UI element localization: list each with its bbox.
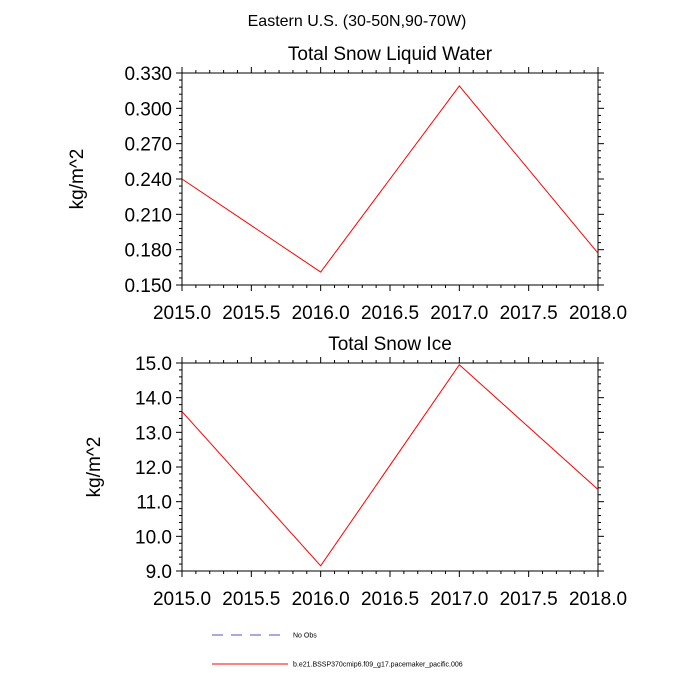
x-tick-label: 2017.0 [430, 589, 488, 610]
x-tick-label: 2016.5 [361, 303, 419, 324]
legend-item: b.e21.BSSP370cmip6.f09_g17.pacemaker_pac… [212, 662, 463, 669]
x-tick-label: 2016.0 [292, 589, 350, 610]
plot-frame [181, 362, 599, 572]
y-tick-label: 14.0 [135, 389, 172, 410]
x-tick-label: 2015.5 [222, 303, 280, 324]
figure-title: Eastern U.S. (30-50N,90-70W) [248, 13, 467, 30]
x-tick-label: 2017.5 [500, 303, 558, 324]
y-tick-label: 0.210 [124, 205, 172, 226]
y-axis-label: kg/m^2 [84, 437, 105, 498]
y-tick-label: 0.330 [124, 64, 172, 85]
chart-panel-2: Total Snow Ice 2015.0 2015.5 2016.0 2016.5 20… [84, 334, 627, 610]
y-tick-label: 0.150 [124, 276, 172, 297]
y-tick-label: 9.0 [146, 562, 172, 583]
y-tick-label: 0.240 [124, 170, 172, 191]
panel-title: Total Snow Ice [328, 334, 452, 355]
legend-label: b.e21.BSSP370cmip6.f09_g17.pacemaker_pac… [293, 662, 463, 669]
y-tick-label: 12.0 [135, 458, 172, 479]
y-tick-label: 15.0 [135, 354, 172, 375]
panels: Total Snow Liquid Water 2015.0 2015.5 2016.… [67, 44, 627, 610]
chart-panel-1: Total Snow Liquid Water 2015.0 2015.5 2016.… [67, 44, 627, 324]
legend-label: No Obs [293, 633, 317, 640]
x-tick-label: 2015.5 [222, 589, 280, 610]
y-tick-label: 11.0 [136, 493, 172, 514]
y-tick-label: 0.180 [124, 241, 172, 262]
y-tick-label: 10.0 [135, 527, 172, 548]
x-tick-label: 2015.0 [153, 589, 211, 610]
series-line [181, 85, 599, 273]
x-tick-label: 2017.0 [430, 303, 488, 324]
x-tick-label: 2018.0 [569, 303, 627, 324]
x-tick-label: 2016.0 [292, 303, 350, 324]
x-tick-label: 2018.0 [569, 589, 627, 610]
y-axis-label: kg/m^2 [67, 149, 88, 210]
legend-item: No Obs [212, 633, 317, 640]
legend: No Obs b.e21.BSSP370cmip6.f09_g17.pacemak… [212, 633, 463, 669]
series-line [181, 363, 599, 567]
x-tick-label: 2016.5 [361, 589, 419, 610]
y-tick-label: 0.300 [124, 99, 172, 120]
x-tick-label: 2015.0 [153, 303, 211, 324]
y-tick-label: 0.270 [124, 135, 172, 156]
panel-title: Total Snow Liquid Water [288, 44, 493, 65]
y-tick-label: 13.0 [135, 423, 172, 444]
x-tick-label: 2017.5 [500, 589, 558, 610]
